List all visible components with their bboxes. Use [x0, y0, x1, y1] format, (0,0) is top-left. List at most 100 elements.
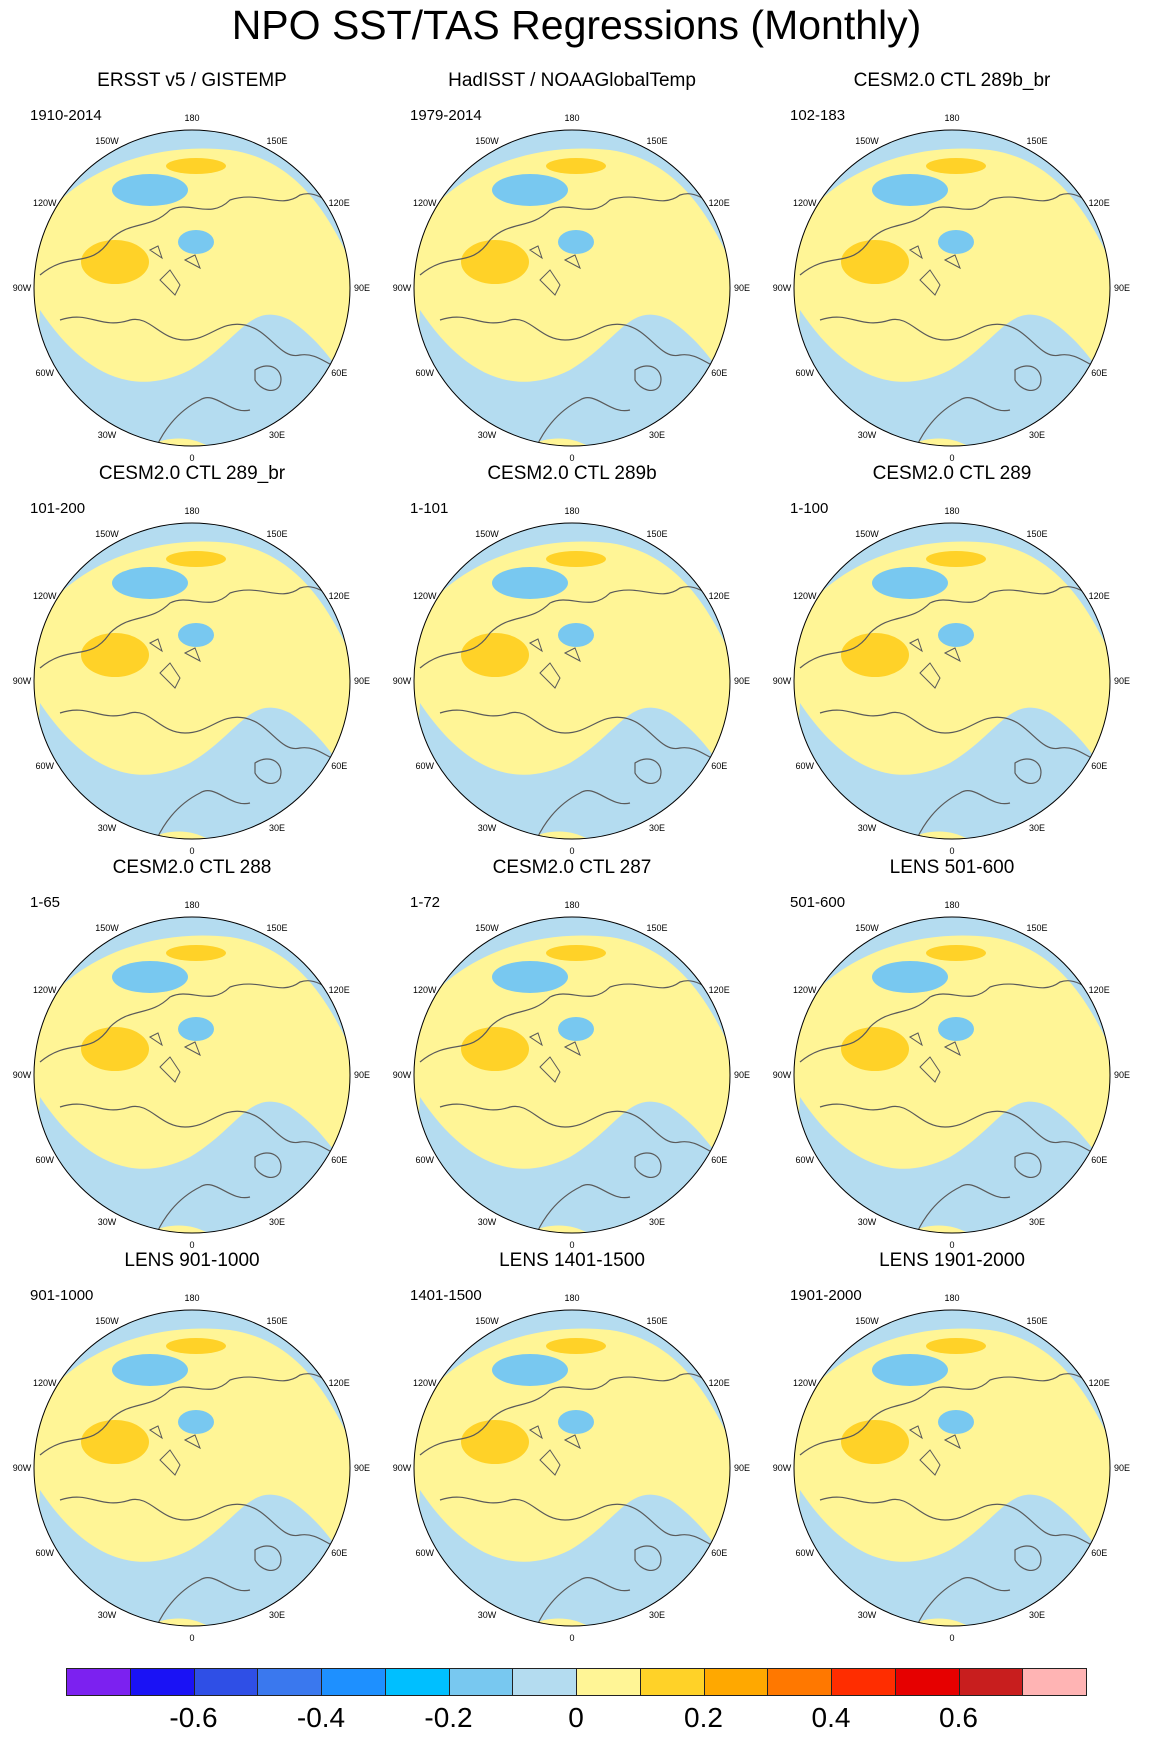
longitude-label: 60W — [416, 1548, 435, 1558]
coastline — [799, 1373, 1110, 1456]
panel-title: LENS 901-1000 — [124, 1250, 260, 1271]
longitude-label: 60W — [796, 1548, 815, 1558]
longitude-label: 120E — [709, 591, 730, 601]
arctic-islands — [149, 1032, 201, 1083]
longitude-label: 90W — [773, 1070, 792, 1080]
longitude-label: 90E — [734, 283, 750, 293]
coastline — [634, 1152, 662, 1179]
longitude-label: 120W — [33, 985, 57, 995]
longitude-label: 90E — [1114, 1463, 1130, 1473]
longitude-label: 30W — [858, 1610, 877, 1620]
field-strong-positive — [841, 240, 909, 284]
coastline — [149, 790, 251, 839]
arctic-islands — [529, 1032, 581, 1083]
longitude-label: 120W — [33, 1378, 57, 1388]
coastline — [1014, 1545, 1042, 1572]
longitude-label: 120W — [413, 985, 437, 995]
panel-title: LENS 1401-1500 — [499, 1250, 645, 1271]
longitude-label: 90W — [393, 1070, 412, 1080]
polar-map: 180 150E 120E 90E 60E 30E 0 30W 60W 90W 120W 150W — [773, 113, 1130, 463]
longitude-label: 150W — [95, 136, 119, 146]
longitude-label: 0 — [949, 846, 954, 856]
coastline — [39, 586, 350, 669]
colorbar-swatch — [1022, 1668, 1087, 1696]
longitude-label: 120E — [329, 591, 350, 601]
field-negative-europe — [250, 1557, 350, 1626]
field-negative-pacific — [794, 1310, 1110, 1440]
coastline — [799, 586, 1110, 669]
field-negative-europe — [630, 1164, 730, 1233]
field-negative-pacific — [34, 1310, 350, 1440]
coastline — [254, 365, 282, 392]
panel-title: CESM2.0 CTL 287 — [492, 857, 652, 878]
field-strong-negative — [492, 567, 568, 599]
longitude-label: 90W — [773, 283, 792, 293]
longitude-label: 0 — [189, 846, 194, 856]
longitude-label: 60E — [331, 761, 347, 771]
polar-map: 180 150E 120E 90E 60E 30E 0 30W 60W 90W 120W 150W — [393, 506, 750, 856]
colorbar-swatch — [129, 1668, 195, 1696]
field-strong-positive — [166, 1338, 226, 1354]
field-negative-europe — [1010, 770, 1110, 839]
panel-period: 901-1000 — [30, 1287, 94, 1304]
longitude-label: 0 — [949, 1240, 954, 1250]
colorbar — [66, 1668, 1087, 1698]
colorbar-swatch — [958, 1668, 1024, 1696]
field-strong-negative — [872, 1354, 948, 1386]
field-strong-positive — [81, 240, 149, 284]
panel-period: 501-600 — [790, 894, 846, 911]
longitude-label: 30E — [1029, 1610, 1045, 1620]
field-strong-negative — [178, 1017, 214, 1041]
coastline — [529, 790, 631, 839]
coastline — [909, 1184, 1011, 1233]
longitude-label: 60W — [36, 1155, 55, 1165]
field-negative-pacific — [414, 130, 730, 260]
coastline — [634, 1545, 662, 1572]
longitude-label: 30E — [649, 430, 665, 440]
map-boundary — [33, 916, 351, 1234]
coastline — [1014, 758, 1042, 785]
longitude-label: 30W — [98, 1217, 117, 1227]
coastline — [529, 397, 631, 446]
longitude-label: 120E — [329, 198, 350, 208]
longitude-label: 60W — [416, 368, 435, 378]
coastline — [439, 709, 730, 764]
longitude-label: 30W — [858, 1217, 877, 1227]
arctic-islands — [909, 1425, 961, 1476]
coastline — [439, 1496, 730, 1551]
longitude-label: 30W — [98, 1610, 117, 1620]
polar-map: 180 150E 120E 90E 60E 30E 0 30W 60W 90W 120W 150W — [13, 113, 370, 463]
colorbar-swatch — [639, 1668, 705, 1696]
coastline — [799, 980, 1110, 1063]
field-negative-europe — [1010, 377, 1110, 446]
longitude-label: 60W — [416, 761, 435, 771]
longitude-label: 120W — [793, 591, 817, 601]
arctic-islands — [909, 1032, 961, 1083]
longitude-label: 90E — [354, 676, 370, 686]
coastline — [149, 1184, 251, 1233]
longitude-label: 120E — [1089, 198, 1110, 208]
field-negative-pacific — [794, 130, 1110, 260]
panel-title: HadISST / NOAAGlobalTemp — [448, 70, 696, 91]
colorbar-swatch — [894, 1668, 960, 1696]
field-strong-negative — [492, 961, 568, 993]
field-strong-positive — [926, 1338, 986, 1354]
colorbar-swatch — [448, 1668, 514, 1696]
colorbar-tick-label: -0.4 — [296, 1702, 346, 1733]
longitude-label: 60E — [711, 761, 727, 771]
field-negative-pacific — [414, 917, 730, 1047]
longitude-label: 120E — [1089, 591, 1110, 601]
longitude-label: 180 — [944, 113, 959, 123]
panel-period: 101-200 — [30, 500, 86, 517]
coastline — [419, 1373, 730, 1456]
longitude-label: 90E — [1114, 1070, 1130, 1080]
longitude-label: 30E — [269, 1217, 285, 1227]
field-negative-pacific — [34, 130, 350, 260]
map-panel: LENS 901-1000 180 150E 120E 90E 60E 30E 0 30W 60W… — [0, 1250, 384, 1644]
field-strong-positive — [926, 945, 986, 961]
longitude-label: 150W — [475, 529, 499, 539]
coastline — [819, 316, 1110, 371]
map-panel: CESM2.0 CTL 288 180 150E 120E 90E 60E 30E 0 30W 6… — [0, 857, 384, 1251]
colorbar-swatch — [512, 1668, 577, 1696]
field-strong-positive — [841, 1027, 909, 1071]
